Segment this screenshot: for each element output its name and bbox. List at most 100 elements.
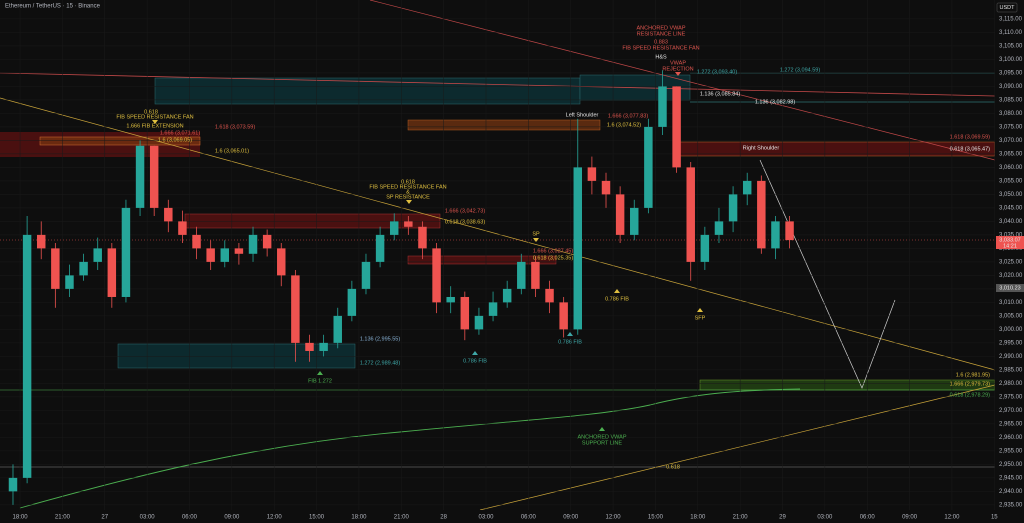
y-tick-label: 2,940.00 — [999, 489, 1023, 495]
candle-body — [672, 86, 681, 168]
y-tick-label: 2,935.00 — [999, 502, 1023, 508]
arrow — [406, 200, 412, 204]
candle-body — [757, 180, 766, 249]
annotation: 0.618 (3,025.35) — [533, 255, 574, 261]
x-tick-label: 12:00 — [267, 515, 283, 521]
x-tick-label: 12:00 — [606, 515, 622, 521]
candle-body — [262, 234, 272, 249]
x-tick-label: 15:00 — [648, 515, 664, 521]
x-tick-label: 12:00 — [944, 515, 960, 521]
y-tick-label: 3,090.00 — [999, 84, 1023, 90]
candle-body — [742, 180, 752, 195]
y-tick-label: 2,955.00 — [999, 448, 1023, 454]
candle-body — [700, 234, 710, 262]
annotation: 1.6 (3,074.52) — [607, 122, 641, 128]
annotation: SP RESISTANCE — [386, 194, 430, 200]
y-tick-label: 3,025.00 — [999, 259, 1023, 265]
candle-body — [460, 296, 470, 330]
annotation: 0.618 — [401, 179, 415, 185]
annotation: 0.786 FIB — [463, 358, 487, 364]
x-tick-label: 03:00 — [478, 515, 494, 521]
y-tick-label: 2,975.00 — [999, 394, 1023, 400]
x-tick-label: 18:00 — [13, 515, 29, 521]
annotations: 0.618 FIB SPEED RESISTANCE FAN 1.666 FIB… — [116, 25, 990, 470]
annotation: 1.666 (3,071.61) — [160, 130, 201, 136]
candle-body — [347, 288, 357, 316]
x-tick-label: 18:00 — [690, 515, 706, 521]
annotation: 1.666 FIB EXTENSION — [126, 123, 183, 129]
annotation: 0.618 (2,978.29) — [950, 392, 991, 398]
annotation: 1.136 (3,085.84) — [700, 91, 741, 97]
y-tick-label: 2,950.00 — [999, 462, 1023, 468]
x-tick-label: 06:00 — [860, 515, 876, 521]
candle-body — [234, 248, 244, 254]
grid — [0, 0, 995, 510]
trend-line — [0, 97, 996, 371]
candle-body — [51, 248, 60, 289]
y-tick-label: 3,055.00 — [999, 178, 1023, 184]
candle-body — [502, 288, 512, 303]
candle-body — [333, 315, 342, 343]
y-tick-label: 2,945.00 — [999, 475, 1023, 481]
x-tick-label: 03:00 — [140, 515, 156, 521]
candle-body — [714, 221, 724, 235]
candle-body — [107, 248, 117, 297]
candle-body — [559, 302, 568, 330]
y-tick-label: 2,995.00 — [999, 340, 1023, 346]
candle-body — [474, 315, 484, 330]
annotation: Left Shoulder — [566, 112, 599, 118]
last-price: 3,033.07 — [999, 237, 1020, 243]
annotation: 0.883 — [654, 39, 668, 45]
annotation: & — [406, 189, 410, 195]
candle-body — [488, 302, 498, 316]
arrow — [614, 289, 620, 293]
zone — [407, 255, 557, 265]
candle-body — [728, 194, 738, 222]
y-tick-label: 2,980.00 — [999, 381, 1023, 387]
trend-line — [369, 0, 996, 161]
arrows — [152, 72, 703, 431]
y-tick-label: 3,050.00 — [999, 192, 1023, 198]
axis-panel — [0, 510, 1024, 523]
axis-panel — [995, 0, 1024, 523]
candle-body — [361, 261, 371, 289]
candle-body — [375, 234, 385, 262]
x-tick-label: 09:00 — [224, 515, 240, 521]
chart-title: Ethereum / TetherUS · 15 · Binance — [5, 4, 101, 10]
x-tick-label: 21:00 — [55, 515, 71, 521]
drawings — [0, 0, 996, 511]
annotation: 1.666 (2,979.73) — [950, 381, 991, 387]
zones — [0, 72, 996, 468]
zone — [184, 213, 441, 229]
candle-body — [630, 207, 639, 235]
candle-body — [517, 261, 526, 289]
y-tick-label: 3,095.00 — [999, 70, 1023, 76]
candle-body — [291, 275, 300, 343]
annotation: FIB SPEED RESISTANCE FAN — [622, 45, 699, 51]
annotation: 1.666 (3,042.73) — [445, 208, 486, 214]
arrow — [533, 238, 539, 242]
candle-body — [164, 207, 173, 222]
annotation: 1.272 (3,093.40) — [697, 69, 738, 75]
x-tick-label: 03:00 — [817, 515, 833, 521]
annotation: SP — [532, 231, 540, 237]
candle-body — [587, 167, 597, 181]
annotation: 1.666 (3,027.45) — [533, 248, 574, 254]
arrow — [599, 427, 605, 431]
annotation: 0.618 — [666, 464, 680, 470]
annotation: 1.136 (3,082.98) — [755, 99, 796, 105]
annotation: 1.618 (3,073.59) — [215, 124, 256, 130]
y-tick-label: 3,060.00 — [999, 165, 1023, 171]
y-tick-label: 2,985.00 — [999, 367, 1023, 373]
candle-body — [248, 234, 258, 254]
y-tick-label: 3,110.00 — [999, 30, 1023, 36]
candle-body — [277, 248, 286, 276]
zone — [117, 343, 356, 369]
vwap-support — [19, 388, 801, 509]
currency: USDT — [1000, 5, 1016, 11]
annotation: 1.666 (3,077.83) — [608, 113, 649, 119]
y-tick-label: 3,085.00 — [999, 97, 1023, 103]
x-tick-label: 06:00 — [521, 515, 537, 521]
y-tick-label: 3,070.00 — [999, 138, 1023, 144]
